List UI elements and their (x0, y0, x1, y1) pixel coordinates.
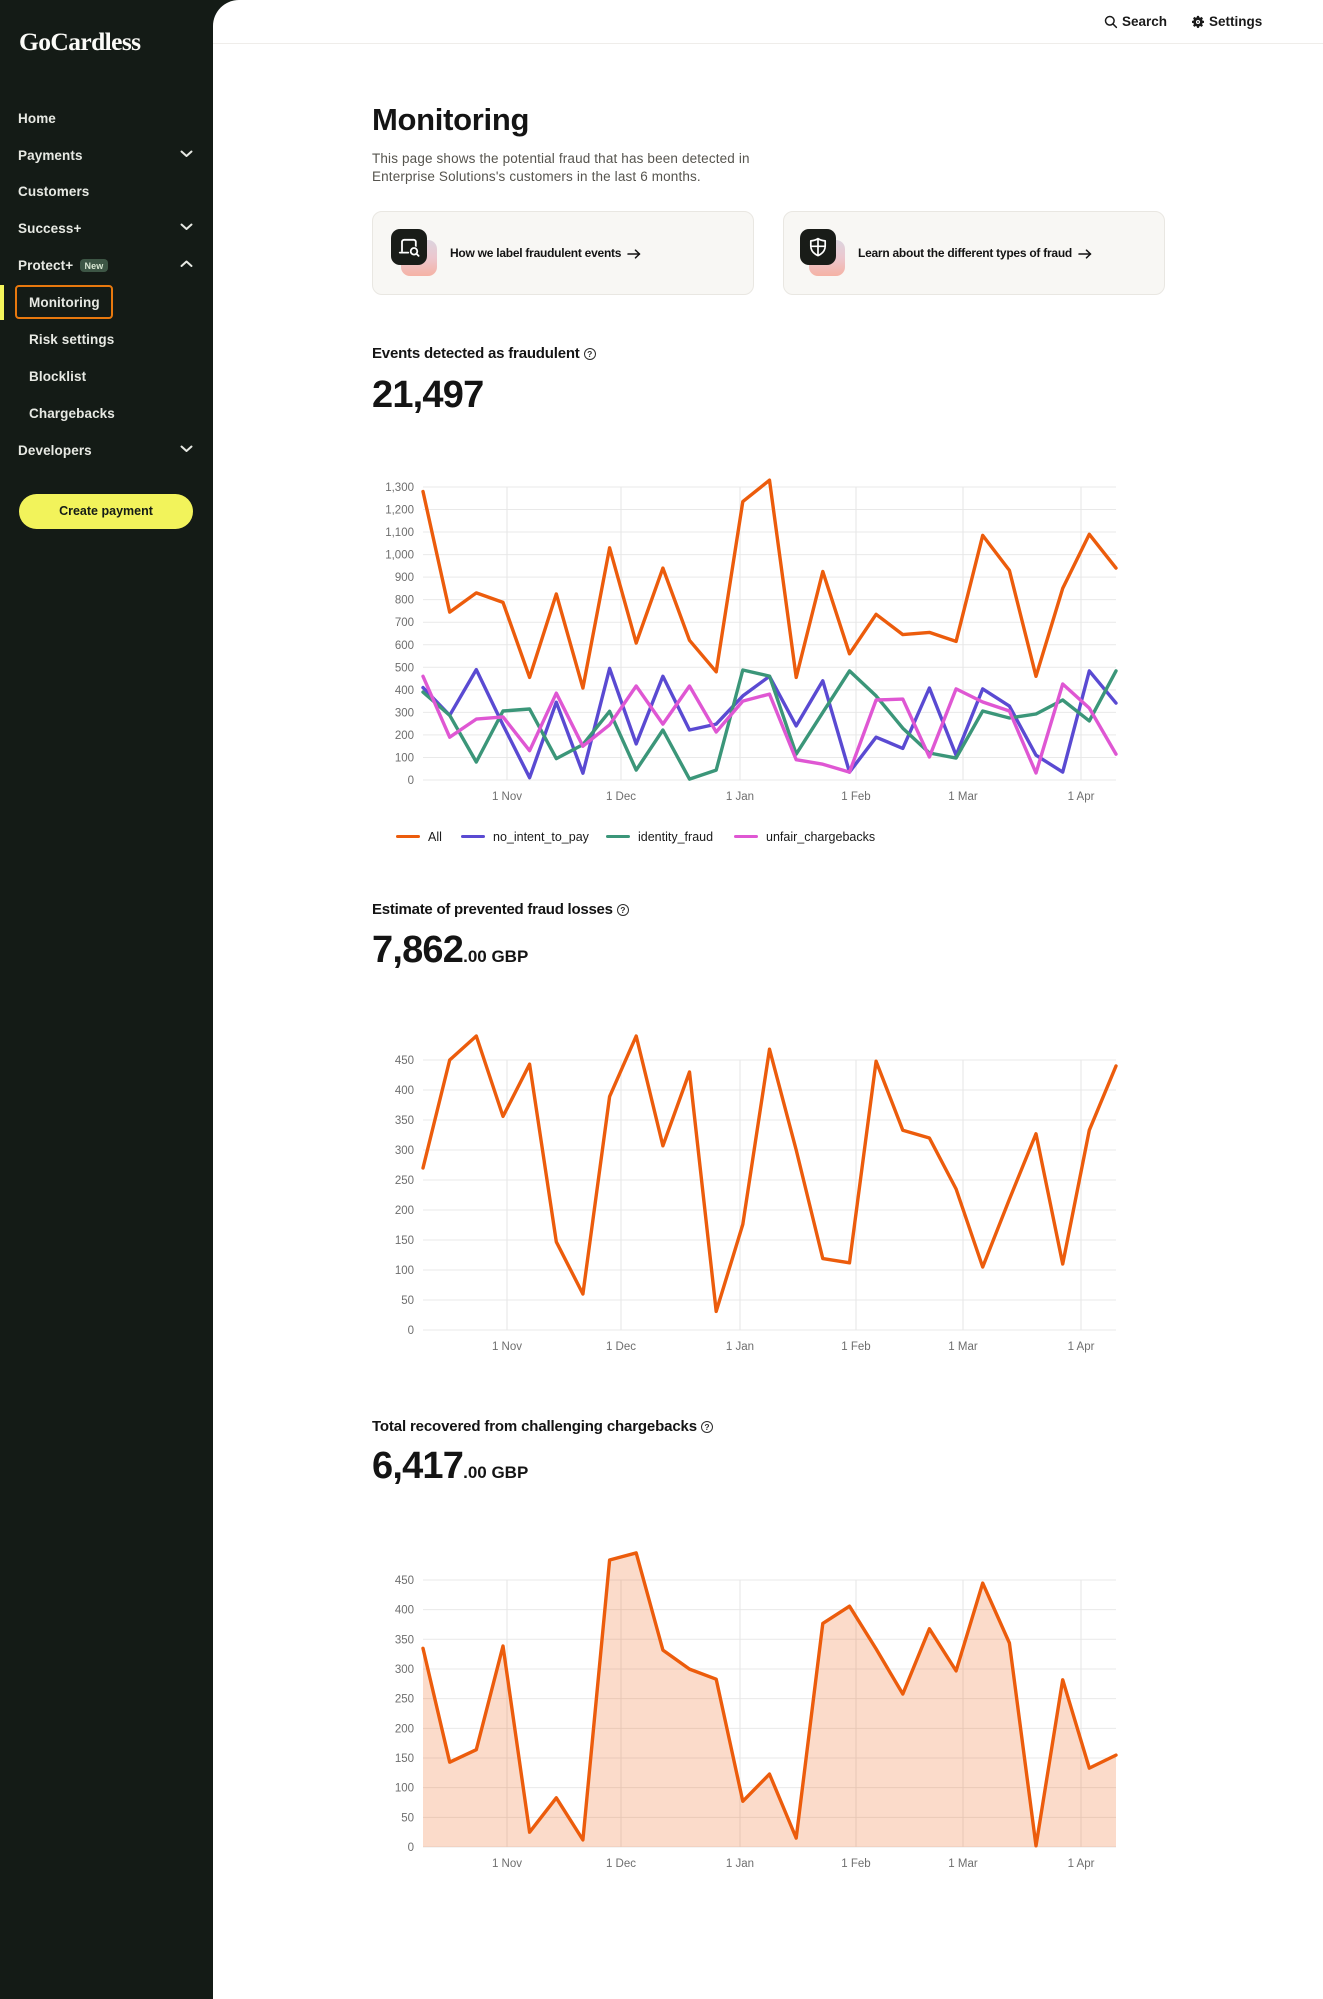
svg-text:100: 100 (395, 1783, 414, 1795)
svg-text:1 Apr: 1 Apr (1068, 1341, 1095, 1353)
svg-text:400: 400 (395, 1605, 414, 1617)
svg-text:250: 250 (395, 1175, 414, 1187)
svg-text:250: 250 (395, 1694, 414, 1706)
svg-text:200: 200 (395, 1205, 414, 1217)
svg-text:700: 700 (395, 617, 414, 629)
svg-text:150: 150 (395, 1235, 414, 1247)
svg-text:600: 600 (395, 640, 414, 652)
svg-text:0: 0 (408, 1842, 414, 1854)
svg-text:0: 0 (408, 1325, 414, 1337)
svg-text:1 Jan: 1 Jan (726, 1858, 754, 1870)
svg-text:200: 200 (395, 730, 414, 742)
svg-text:350: 350 (395, 1115, 414, 1127)
svg-text:500: 500 (395, 662, 414, 674)
svg-text:1,100: 1,100 (385, 527, 414, 539)
svg-text:400: 400 (395, 685, 414, 697)
svg-text:50: 50 (401, 1812, 414, 1824)
svg-text:1,300: 1,300 (385, 482, 414, 494)
svg-text:1 Feb: 1 Feb (841, 791, 870, 803)
svg-text:1 Dec: 1 Dec (606, 791, 636, 803)
svg-text:450: 450 (395, 1575, 414, 1587)
svg-text:800: 800 (395, 595, 414, 607)
svg-text:200: 200 (395, 1723, 414, 1735)
svg-text:1 Jan: 1 Jan (726, 791, 754, 803)
svg-text:1 Dec: 1 Dec (606, 1858, 636, 1870)
svg-text:300: 300 (395, 1664, 414, 1676)
svg-text:1 Apr: 1 Apr (1068, 1858, 1095, 1870)
svg-text:300: 300 (395, 707, 414, 719)
svg-text:350: 350 (395, 1634, 414, 1646)
svg-text:1 Jan: 1 Jan (726, 1341, 754, 1353)
svg-text:1 Apr: 1 Apr (1068, 791, 1095, 803)
svg-text:1 Mar: 1 Mar (948, 791, 978, 803)
svg-text:300: 300 (395, 1145, 414, 1157)
svg-text:1 Dec: 1 Dec (606, 1341, 636, 1353)
svg-text:1 Nov: 1 Nov (492, 1341, 522, 1353)
svg-text:100: 100 (395, 1265, 414, 1277)
svg-text:50: 50 (401, 1295, 414, 1307)
svg-text:1 Nov: 1 Nov (492, 791, 522, 803)
svg-text:1 Mar: 1 Mar (948, 1858, 978, 1870)
svg-text:0: 0 (408, 775, 414, 787)
svg-text:1,000: 1,000 (385, 550, 414, 562)
svg-text:1 Feb: 1 Feb (841, 1858, 870, 1870)
svg-text:100: 100 (395, 752, 414, 764)
svg-text:1 Mar: 1 Mar (948, 1341, 978, 1353)
svg-text:1 Nov: 1 Nov (492, 1858, 522, 1870)
svg-text:1 Feb: 1 Feb (841, 1341, 870, 1353)
svg-text:450: 450 (395, 1055, 414, 1067)
svg-text:400: 400 (395, 1085, 414, 1097)
svg-text:150: 150 (395, 1753, 414, 1765)
svg-text:900: 900 (395, 572, 414, 584)
svg-text:1,200: 1,200 (385, 505, 414, 517)
